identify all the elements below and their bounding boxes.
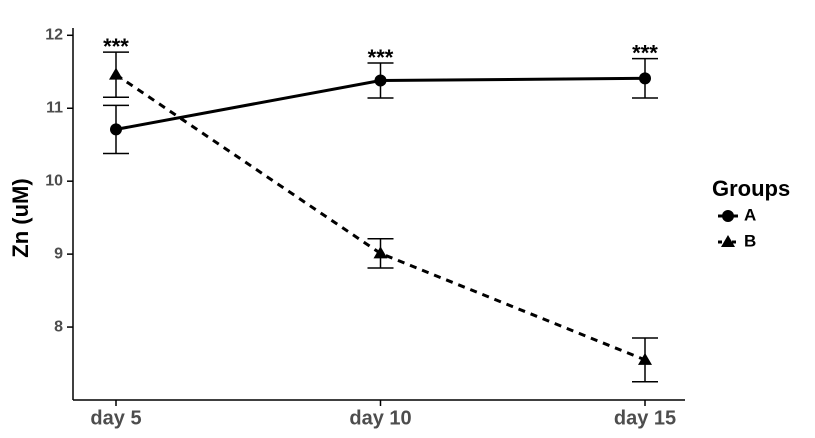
data-point bbox=[639, 72, 651, 85]
data-point bbox=[109, 67, 123, 80]
data-point bbox=[374, 74, 387, 87]
significance-label: *** bbox=[103, 34, 129, 59]
legend-label: A bbox=[744, 205, 756, 224]
y-axis-label: Zn (uM) bbox=[8, 178, 33, 257]
legend-title: Groups bbox=[712, 176, 790, 201]
x-tick-label: day 15 bbox=[614, 407, 676, 429]
x-tick-label: day 5 bbox=[90, 407, 141, 429]
y-tick-label: 8 bbox=[54, 318, 63, 335]
y-tick-label: 9 bbox=[54, 245, 63, 262]
legend-label: B bbox=[744, 231, 756, 250]
series-line bbox=[115, 73, 646, 362]
data-point bbox=[373, 246, 388, 259]
data-point bbox=[638, 352, 652, 365]
significance-label: *** bbox=[368, 45, 394, 70]
significance-label: *** bbox=[632, 40, 658, 65]
y-tick-label: 10 bbox=[45, 172, 63, 189]
legend-marker bbox=[721, 235, 735, 247]
y-tick-label: 11 bbox=[46, 99, 63, 116]
x-tick-label: day 10 bbox=[349, 407, 411, 429]
legend-marker bbox=[722, 210, 734, 222]
y-tick-label: 12 bbox=[45, 27, 63, 44]
data-point bbox=[110, 123, 122, 136]
